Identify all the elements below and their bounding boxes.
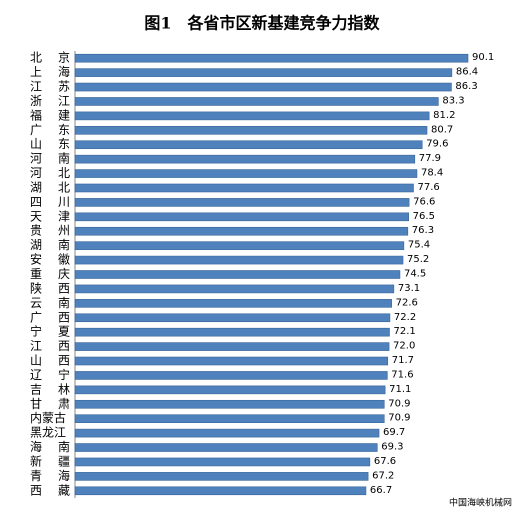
y-tick-label: 内蒙古 (30, 410, 66, 425)
y-tick-label: 西藏 (30, 483, 70, 497)
value-label: 72.0 (393, 341, 415, 352)
value-label: 80.7 (431, 124, 453, 135)
bar (74, 241, 405, 250)
value-label: 69.3 (381, 442, 403, 453)
y-tick-label: 吉林 (30, 382, 70, 396)
value-label: 77.6 (417, 182, 439, 193)
value-label: 81.2 (433, 110, 455, 121)
source: 中国海峡机械网 (449, 497, 512, 509)
y-tick-label: 云南 (30, 295, 70, 310)
value-label: 72.2 (394, 312, 416, 323)
bar (74, 226, 409, 236)
bar (74, 299, 392, 308)
bar (74, 126, 428, 135)
y-tick-label: 北京 (30, 51, 70, 65)
y-tick-label: 山东 (30, 137, 70, 151)
bar (74, 111, 430, 121)
bar (74, 414, 385, 423)
bar (74, 356, 389, 366)
bar (74, 457, 371, 467)
bar (74, 313, 391, 323)
y-tick-label: 宁夏 (30, 324, 70, 339)
y-tick-label: 重庆 (30, 267, 70, 281)
y-tick-label: 湖北 (30, 179, 70, 194)
bar (74, 68, 453, 77)
bar (74, 154, 416, 164)
y-tick-label: 辽宁 (30, 367, 70, 382)
y-tick-label: 青海 (30, 468, 70, 483)
bar (74, 82, 452, 92)
value-label: 73.1 (398, 283, 420, 294)
bar (74, 270, 401, 279)
bar (74, 183, 414, 193)
value-label: 67.6 (374, 456, 396, 467)
bar (74, 385, 386, 395)
y-tick-label: 甘肃 (30, 397, 70, 411)
y-tick-label: 湖南 (30, 237, 70, 252)
value-label: 90.1 (472, 52, 494, 63)
bar (74, 472, 369, 481)
y-tick-label: 海南 (30, 439, 70, 454)
value-label: 66.7 (370, 485, 392, 496)
bar (74, 255, 404, 265)
value-label: 69.7 (383, 427, 405, 438)
y-tick-label: 上海 (30, 64, 70, 79)
bar (74, 169, 418, 178)
y-tick-label: 河南 (30, 151, 70, 166)
y-tick-label: 陕西 (30, 280, 70, 295)
value-label: 70.9 (388, 413, 410, 424)
y-tick-label: 福建 (30, 107, 70, 122)
bar (74, 342, 390, 351)
y-tick-label: 山西 (30, 354, 70, 368)
value-label: 76.6 (413, 196, 435, 207)
y-tick-label: 贵州 (30, 224, 70, 238)
y-tick-label: 河北 (30, 166, 70, 180)
value-label: 74.5 (404, 269, 426, 280)
value-label: 76.5 (413, 211, 435, 222)
value-label: 72.1 (393, 326, 415, 337)
bar (74, 284, 395, 294)
y-tick-label: 新疆 (30, 453, 70, 468)
y-tick-label: 江西 (30, 339, 70, 353)
y-tick-label: 广东 (30, 123, 70, 137)
value-label: 86.4 (456, 67, 478, 78)
y-tick-label: 浙江 (30, 94, 70, 108)
chart-title: 图1 各省市区新基建竞争力指数 (144, 14, 380, 33)
y-tick-label: 江苏 (30, 80, 70, 94)
bar (74, 198, 410, 207)
bar (74, 53, 469, 63)
bar (74, 486, 367, 496)
bar (74, 212, 409, 222)
value-label: 79.6 (426, 139, 448, 150)
value-label: 86.3 (455, 81, 477, 92)
bar (74, 140, 423, 150)
bar (74, 371, 388, 380)
value-label: 77.9 (419, 153, 441, 164)
bar (74, 443, 378, 452)
bar (74, 97, 439, 106)
value-label: 70.9 (388, 398, 410, 409)
value-label: 75.4 (408, 240, 430, 251)
y-tick-label: 黑龙江 (30, 426, 66, 440)
value-label: 76.3 (412, 225, 434, 236)
value-label: 72.6 (396, 297, 418, 308)
y-tick-label: 四川 (30, 195, 70, 209)
value-label: 67.2 (372, 470, 394, 481)
value-label: 75.2 (407, 254, 429, 265)
bar (74, 327, 390, 337)
bar (74, 399, 385, 409)
bar (74, 428, 380, 438)
value-label: 71.7 (392, 355, 414, 366)
y-tick-label: 安徽 (30, 252, 70, 267)
value-label: 83.3 (442, 95, 464, 106)
value-label: 78.4 (421, 168, 443, 179)
y-tick-label: 广西 (30, 310, 70, 324)
value-label: 71.1 (389, 384, 411, 395)
y-tick-label: 天津 (30, 209, 70, 223)
value-label: 71.6 (391, 369, 413, 380)
